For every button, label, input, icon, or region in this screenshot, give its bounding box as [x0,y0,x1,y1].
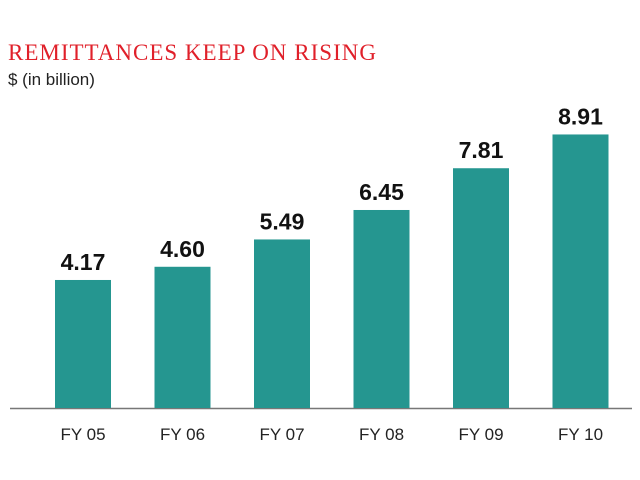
x-tick-label: FY 07 [259,425,304,444]
value-label: 7.81 [459,137,504,163]
x-tick-label: FY 05 [60,425,105,444]
x-tick-label: FY 08 [359,425,404,444]
x-tick-labels-group: FY 05 FY 06 FY 07 FY 08 FY 09 FY 10 [60,425,603,444]
x-tick-label: FY 09 [458,425,503,444]
bar-fy-07 [254,239,310,408]
value-label: 4.17 [61,249,106,275]
bar-fy-08 [353,209,410,408]
value-label: 5.49 [260,208,305,234]
bar-fy-09 [453,168,509,408]
value-label: 4.60 [160,236,205,262]
bar-fy-06 [154,266,211,408]
chart-subtitle: $ (in billion) [8,70,95,89]
value-labels-group: 4.17 4.60 5.49 6.45 7.81 8.91 [61,103,603,275]
x-tick-label: FY 10 [558,425,603,444]
bars-group [55,134,609,408]
value-label: 6.45 [359,179,404,205]
bar-fy-10 [552,134,609,408]
value-label: 8.91 [558,103,603,129]
bar-fy-05 [55,279,111,408]
x-tick-label: FY 06 [160,425,205,444]
chart-title: REMITTANCES KEEP ON RISING [8,40,377,65]
